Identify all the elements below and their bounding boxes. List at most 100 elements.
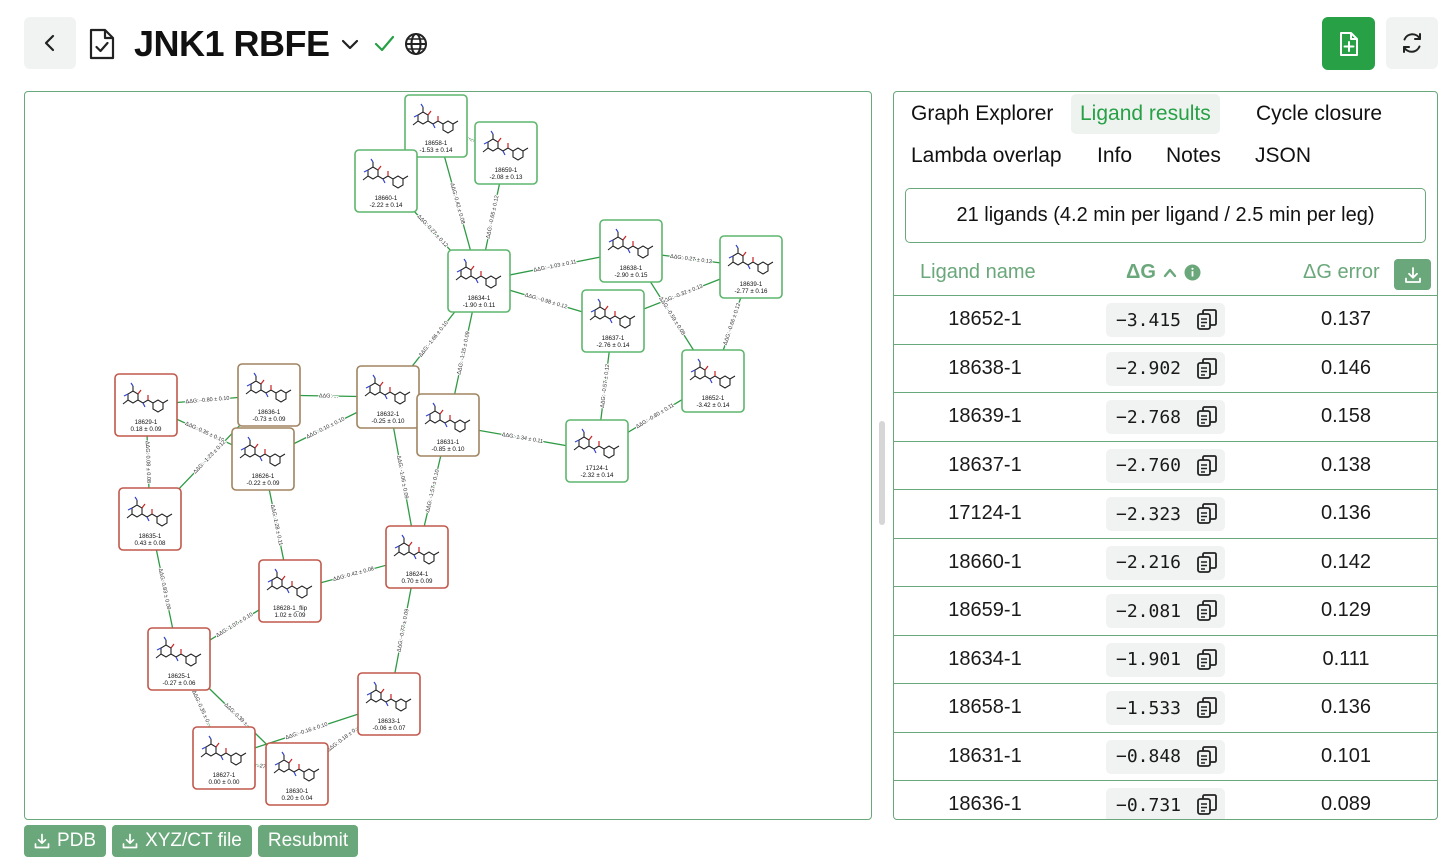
ligand-node[interactable]: 18629-10.18 ± 0.09 [114, 373, 178, 437]
table-row[interactable]: 18631-1 −0.848 0.101 [894, 733, 1437, 781]
dg-copy-chip[interactable]: −2.902 [1106, 351, 1225, 386]
download-table-button[interactable] [1394, 259, 1431, 290]
ligand-node[interactable]: 18638-1-2.90 ± 0.15 [599, 219, 663, 283]
copy-icon[interactable] [1196, 745, 1218, 769]
edge-label: ΔΔG: -1.57 ± 0.10 [425, 469, 441, 513]
dg-copy-chip[interactable]: −2.760 [1106, 448, 1225, 483]
copy-icon[interactable] [1196, 793, 1218, 817]
copy-icon[interactable] [1196, 648, 1218, 672]
column-ligand-name[interactable]: Ligand name [920, 261, 1036, 283]
copy-icon[interactable] [1196, 357, 1218, 381]
page-title: JNK1 RBFE [134, 23, 330, 64]
molecule-structure-icon [365, 681, 412, 712]
ligand-node-frame [147, 627, 211, 691]
table-row[interactable]: 18658-1 −1.533 0.136 [894, 684, 1437, 733]
table-row[interactable]: 18634-1 −1.901 0.111 [894, 636, 1437, 684]
dg-copy-chip[interactable]: −0.731 [1106, 788, 1225, 819]
sort-ascending-icon [1163, 268, 1177, 277]
edge-label: ΔΔG: -0.98 ± 0.12 [524, 292, 568, 310]
ligand-node[interactable]: 17124-1-2.32 ± 0.14 [565, 419, 629, 483]
edge-label: ΔΔG: -1.06 ± 0.09 [395, 455, 409, 499]
ligand-node-label: 18632-1 [377, 411, 400, 418]
tab-graph-explorer[interactable]: Graph Explorer [911, 102, 1054, 125]
ligand-node[interactable]: 18652-1-3.42 ± 0.14 [681, 349, 745, 413]
ligand-network-graph[interactable]: ΔΔG: 0.42 ± 0.08 ΔΔG: -0.65 ± 0.12 ΔΔG: 0.… [24, 91, 872, 820]
copy-icon[interactable] [1196, 599, 1218, 623]
info-icon[interactable] [1184, 264, 1201, 281]
tab-info[interactable]: Info [1097, 144, 1133, 167]
table-row[interactable]: 18639-1 −2.768 0.158 [894, 393, 1437, 442]
add-document-button[interactable] [1322, 17, 1375, 70]
ligand-node-label: 18625-1 [168, 673, 191, 680]
ligand-node[interactable]: 18626-1-0.22 ± 0.09 [231, 427, 295, 491]
copy-icon[interactable] [1196, 502, 1218, 526]
copy-icon[interactable] [1196, 405, 1218, 429]
dg-copy-chip[interactable]: −2.768 [1106, 400, 1225, 434]
ligand-node[interactable]: 18658-1-1.53 ± 0.14 [404, 94, 468, 158]
document-check-icon [88, 26, 120, 62]
dg-copy-chip[interactable]: −2.216 [1106, 545, 1225, 580]
table-row[interactable]: 18652-1 −3.415 0.137 [894, 296, 1437, 345]
ligand-node[interactable]: 18639-1-2.77 ± 0.16 [719, 235, 783, 299]
ligand-node-frame [192, 726, 256, 790]
column-dg-error[interactable]: ΔG error [1303, 261, 1380, 283]
ligand-node[interactable]: 18659-1-2.08 ± 0.13 [474, 121, 538, 185]
ligand-node[interactable]: 18637-1-2.76 ± 0.14 [581, 289, 645, 353]
ligand-node[interactable]: 18630-10.20 ± 0.04 [265, 742, 329, 806]
ligand-node-value: -2.90 ± 0.15 [615, 272, 649, 279]
copy-icon[interactable] [1196, 454, 1218, 478]
download-xyz-button[interactable]: XYZ/CT file [112, 825, 252, 857]
graph-canvas[interactable]: ΔΔG: 0.42 ± 0.08 ΔΔG: -0.65 ± 0.12 ΔΔG: 0.… [25, 92, 872, 820]
tab-json[interactable]: JSON [1255, 144, 1312, 167]
tab-ligand-results[interactable]: Ligand results [1071, 94, 1220, 134]
chevron-down-icon[interactable] [340, 34, 360, 54]
dg-copy-chip[interactable]: −1.901 [1106, 642, 1225, 677]
tab-notes[interactable]: Notes [1166, 144, 1221, 167]
dg-copy-chip[interactable]: −3.415 [1106, 303, 1225, 337]
dg-copy-chip[interactable]: −2.323 [1106, 497, 1225, 531]
ligand-node[interactable]: 18627-10.00 ± 0.00 [192, 726, 256, 790]
ligand-node-value: 0.43 ± 0.08 [135, 540, 166, 547]
ligand-node[interactable]: 18633-1-0.06 ± 0.07 [357, 672, 421, 736]
ligand-node[interactable]: 18634-1-1.90 ± 0.11 [447, 249, 511, 313]
table-row[interactable]: 18637-1 −2.760 0.138 [894, 442, 1437, 490]
dg-copy-chip[interactable]: −1.533 [1106, 691, 1225, 725]
table-row[interactable]: 18636-1 −0.731 0.089 [894, 781, 1437, 819]
dg-copy-chip[interactable]: −2.081 [1106, 594, 1225, 628]
dg-copy-chip[interactable]: −0.848 [1106, 739, 1225, 774]
dg-error-cell: 0.137 [1320, 308, 1372, 330]
copy-icon[interactable] [1196, 696, 1218, 720]
back-button[interactable] [24, 17, 76, 69]
ligand-node-label: 18626-1 [252, 473, 275, 480]
tab-lambda-overlap[interactable]: Lambda overlap [911, 144, 1062, 167]
ligand-node[interactable]: 18625-1-0.27 ± 0.06 [147, 627, 211, 691]
dg-value-cell: −0.731 [1116, 794, 1182, 816]
ligand-node-value: -3.42 ± 0.14 [697, 402, 731, 409]
table-row[interactable]: 18660-1 −2.216 0.142 [894, 539, 1437, 587]
ligand-node-label: 18634-1 [468, 295, 491, 302]
ligand-node-value: -2.32 ± 0.14 [581, 472, 615, 479]
edge-label: ΔΔG: 1.34 ± 0.11 [501, 432, 543, 445]
refresh-button[interactable] [1386, 17, 1438, 69]
tab-cycle-closure[interactable]: Cycle closure [1256, 102, 1383, 125]
ligand-node[interactable]: 18635-10.43 ± 0.08 [118, 487, 182, 551]
table-row[interactable]: 18638-1 −2.902 0.146 [894, 345, 1437, 393]
table-row[interactable]: 18659-1 −2.081 0.129 [894, 587, 1437, 636]
ligand-node-label: 18659-1 [495, 167, 518, 174]
panel-resize-handle[interactable] [879, 421, 885, 525]
table-row[interactable]: 17124-1 −2.323 0.136 [894, 490, 1437, 539]
column-dg[interactable]: ΔG [1126, 261, 1201, 284]
ligand-node[interactable]: 18631-1-0.85 ± 0.10 [416, 393, 480, 457]
copy-icon[interactable] [1196, 551, 1218, 575]
download-pdb-button[interactable]: PDB [24, 825, 107, 857]
ligand-node[interactable]: 18624-10.70 ± 0.09 [385, 525, 449, 589]
ligand-node[interactable]: 18636-1-0.73 ± 0.09 [237, 363, 301, 427]
ligand-node[interactable]: 18632-1-0.25 ± 0.10 [356, 365, 420, 429]
copy-icon[interactable] [1196, 308, 1218, 332]
edge-label: ΔΔG: -1.66 ± 0.10 [418, 320, 450, 358]
resubmit-button[interactable]: Resubmit [257, 825, 359, 857]
ligand-node[interactable]: 18660-1-2.22 ± 0.14 [354, 149, 418, 213]
ligand-name-cell: 18631-1 [948, 744, 1022, 767]
ligand-node-value: -0.25 ± 0.10 [372, 418, 406, 425]
